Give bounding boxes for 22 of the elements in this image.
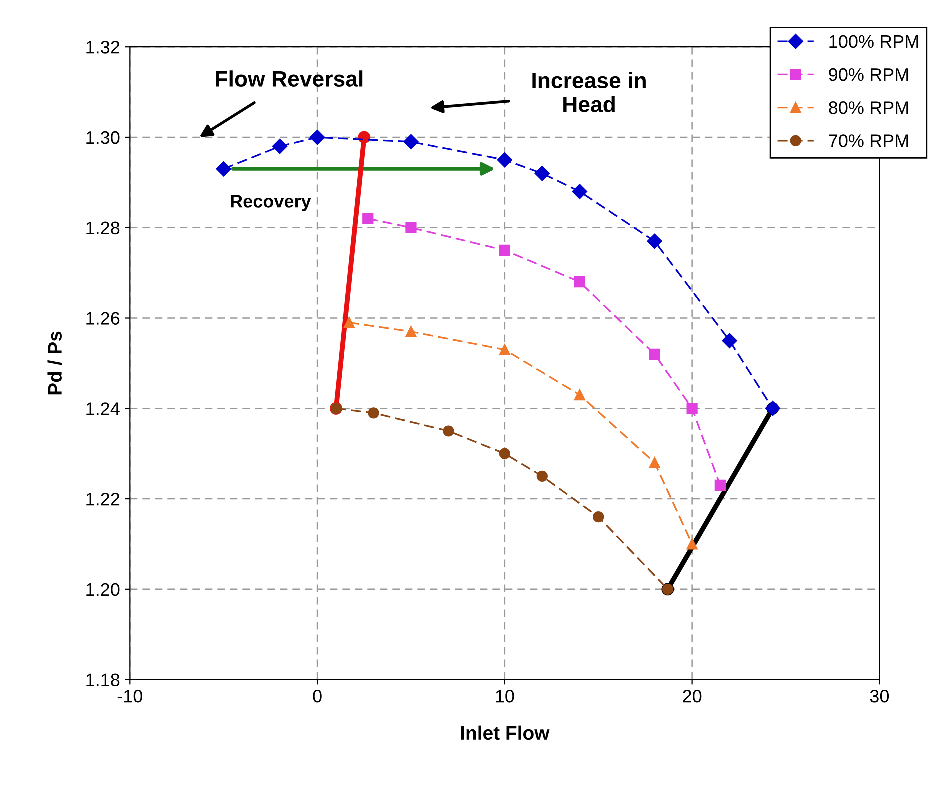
annotation: Recovery xyxy=(231,195,312,212)
x-tick-label: 10 xyxy=(496,690,514,703)
annotation: Flow Reversal xyxy=(216,70,363,87)
y-tick-label: 1.20 xyxy=(86,583,120,596)
legend-label: 80% RPM xyxy=(829,102,908,114)
y-tick-label: 1.18 xyxy=(86,674,120,687)
legend-label: 90% RPM xyxy=(829,68,908,82)
y-axis-title: Pd / Ps xyxy=(48,332,62,395)
y-tick-label: 1.28 xyxy=(86,222,120,235)
x-tick-label: 0 xyxy=(313,690,322,703)
y-tick-label: 1.24 xyxy=(86,402,120,416)
annotation: Increase in Head xyxy=(532,72,646,112)
y-tick-label: 1.32 xyxy=(86,41,120,54)
y-tick-label: 1.22 xyxy=(86,492,120,506)
y-tick-label: 1.30 xyxy=(86,131,120,144)
x-axis-title: Inlet Flow xyxy=(461,726,550,740)
x-tick-label: 20 xyxy=(683,690,702,703)
legend-label: 70% RPM xyxy=(829,134,908,148)
x-tick-label: -10 xyxy=(118,690,142,703)
y-tick-label: 1.26 xyxy=(86,312,120,325)
x-tick-label: 30 xyxy=(870,690,890,703)
legend-label: 100% RPM xyxy=(830,35,918,48)
